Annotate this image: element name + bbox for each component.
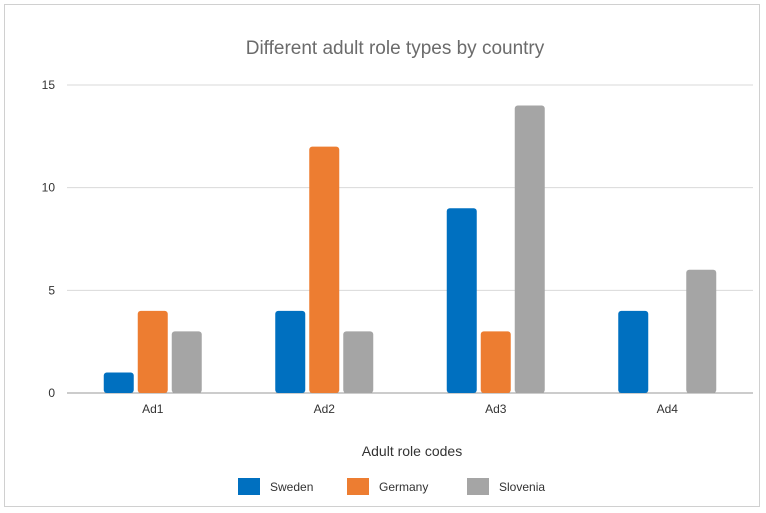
y-tick-label: 5 [48,283,55,297]
legend-label-sweden: Sweden [270,480,313,494]
bar-germany-ad3 [480,331,511,393]
bar-sweden-ad4 [618,310,649,393]
legend: Sweden Germany Slovenia [238,478,545,495]
bar-germany-ad1 [137,310,168,393]
bar-slovenia-ad3 [514,105,545,394]
x-axis-label: Adult role codes [362,443,462,459]
bars [103,105,717,394]
bar-slovenia-ad1 [171,331,202,393]
bar-sweden-ad2 [275,310,306,393]
legend-swatch-sweden [238,478,260,495]
y-tick-label: 0 [48,386,55,400]
x-tick-label: Ad4 [657,402,679,416]
bar-sweden-ad3 [446,208,477,393]
y-axis-ticks: 0 5 10 15 [42,78,56,400]
legend-label-slovenia: Slovenia [499,480,545,494]
x-tick-label: Ad1 [142,402,164,416]
gridlines [67,84,753,394]
bar-germany-ad2 [309,146,340,393]
bar-slovenia-ad2 [343,331,374,393]
bar-chart: Different adult role types by country 0 5… [42,38,753,495]
x-axis-ticks: Ad1 Ad2 Ad3 Ad4 [142,402,678,416]
y-tick-label: 15 [42,78,56,92]
chart-frame: Different adult role types by country 0 5… [4,4,760,507]
legend-swatch-germany [347,478,369,495]
bar-sweden-ad1 [103,372,134,393]
chart-title: Different adult role types by country [246,38,545,59]
y-tick-label: 10 [42,181,56,195]
legend-swatch-slovenia [467,478,489,495]
legend-label-germany: Germany [379,480,428,494]
bar-slovenia-ad4 [686,269,717,393]
x-tick-label: Ad3 [485,402,507,416]
x-tick-label: Ad2 [314,402,336,416]
